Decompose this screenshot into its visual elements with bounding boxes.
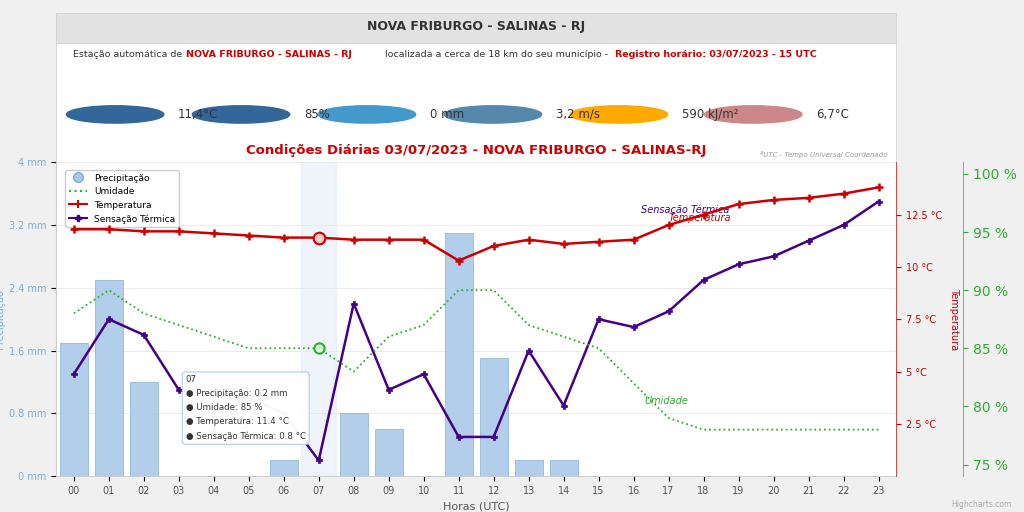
Y-axis label: Temperatura: Temperatura xyxy=(948,288,958,350)
Circle shape xyxy=(444,106,542,123)
Text: Highcharts.com: Highcharts.com xyxy=(951,500,1012,509)
FancyBboxPatch shape xyxy=(56,42,896,162)
FancyBboxPatch shape xyxy=(56,13,896,42)
Point xyxy=(310,344,327,352)
Bar xyxy=(59,343,88,476)
Text: NOVA FRIBURGO - SALINAS - RJ: NOVA FRIBURGO - SALINAS - RJ xyxy=(367,20,586,33)
Bar xyxy=(301,162,336,476)
Circle shape xyxy=(193,106,290,123)
Text: 0 mm: 0 mm xyxy=(430,108,464,121)
Bar xyxy=(515,460,543,476)
Text: NOVA FRIBURGO - SALINAS - RJ: NOVA FRIBURGO - SALINAS - RJ xyxy=(186,50,352,59)
Point xyxy=(310,233,327,242)
Y-axis label: Precipitação: Precipitação xyxy=(0,289,5,349)
Text: 11,4°C: 11,4°C xyxy=(178,108,218,121)
Bar xyxy=(95,280,123,476)
Text: 590 kJ/m²: 590 kJ/m² xyxy=(682,108,738,121)
Bar xyxy=(340,413,368,476)
Text: Sensação Térmica: Sensação Térmica xyxy=(641,205,729,215)
Text: 07
● Precipitação: 0.2 mm
● Umidade: 85 %
● Temperatura: 11.4 °C
● Sensação Térm: 07 ● Precipitação: 0.2 mm ● Umidade: 85 … xyxy=(185,375,306,441)
Text: Temperatura: Temperatura xyxy=(669,213,731,223)
Circle shape xyxy=(570,106,668,123)
Text: Umidade: Umidade xyxy=(644,396,688,406)
X-axis label: Horas (UTC): Horas (UTC) xyxy=(442,501,510,511)
Legend: Precipitação, Umidade, Temperatura, Sensação Térmica: Precipitação, Umidade, Temperatura, Sens… xyxy=(66,170,178,227)
Circle shape xyxy=(318,106,416,123)
Bar xyxy=(130,382,158,476)
Text: localizada a cerca de 18 km do seu município -: localizada a cerca de 18 km do seu munic… xyxy=(382,50,611,59)
Text: Registro horário: 03/07/2023 - 15 UTC: Registro horário: 03/07/2023 - 15 UTC xyxy=(614,50,816,59)
Bar xyxy=(444,233,473,476)
Bar xyxy=(479,358,508,476)
Text: Estação automática de: Estação automática de xyxy=(73,50,185,59)
Text: 85%: 85% xyxy=(304,108,330,121)
Text: ªUTC - Tempo Universal Coordenado: ªUTC - Tempo Universal Coordenado xyxy=(760,151,888,158)
Bar xyxy=(375,429,402,476)
Bar xyxy=(269,460,298,476)
Bar xyxy=(550,460,578,476)
Text: 3,2 m/s: 3,2 m/s xyxy=(556,108,600,121)
Circle shape xyxy=(67,106,164,123)
Text: 6,7°C: 6,7°C xyxy=(816,108,849,121)
Circle shape xyxy=(705,106,802,123)
Title: Condições Diárias 03/07/2023 - NOVA FRIBURGO - SALINAS-RJ: Condições Diárias 03/07/2023 - NOVA FRIB… xyxy=(246,144,707,157)
